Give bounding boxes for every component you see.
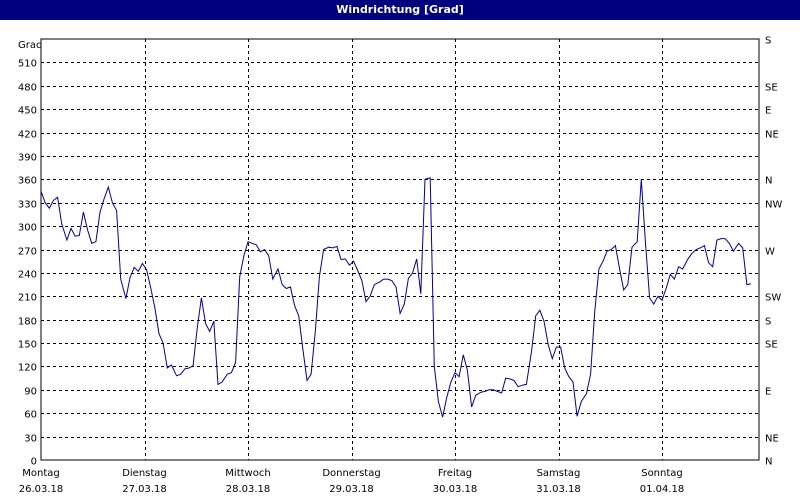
x-date-label: 30.03.18	[433, 484, 478, 495]
grid	[41, 39, 759, 460]
x-date-label: 28.03.18	[226, 484, 271, 495]
y-tick-label: 480	[18, 83, 37, 94]
x-day-label: Montag	[22, 468, 59, 479]
compass-tick-label: S	[765, 36, 771, 47]
plot-area	[40, 38, 760, 461]
x-date-label: 27.03.18	[122, 484, 167, 495]
x-axis: Montag 26.03.18 Dienstag 27.03.18 Mittwoch 28…	[19, 468, 685, 495]
compass-tick-label: S	[765, 317, 771, 328]
y-tick-label: 510	[18, 59, 37, 70]
compass-tick-label: SE	[765, 83, 778, 94]
y-tick-label: 180	[18, 317, 37, 328]
chart-title: Windrichtung [Grad]	[0, 0, 800, 20]
compass-tick-label: N	[765, 457, 772, 468]
y-tick-label: 450	[18, 106, 37, 117]
x-day-label: Donnerstag	[322, 468, 380, 479]
y-tick-label: 360	[18, 176, 37, 187]
series-group	[40, 177, 752, 418]
y-tick-label: 30	[24, 434, 37, 445]
compass-tick-label: NE	[765, 434, 779, 445]
right-axis: N NE E SE S SW W NW N NE E SE S	[765, 36, 782, 468]
y-tick-label: 0	[31, 457, 37, 468]
compass-tick-label: NW	[765, 200, 782, 211]
x-date-label: 29.03.18	[329, 484, 374, 495]
y-tick-label: 270	[18, 247, 37, 258]
wind-direction-line	[40, 177, 752, 418]
compass-tick-label: W	[765, 247, 775, 258]
x-day-label: Dienstag	[122, 468, 167, 479]
y-tick-label: 210	[18, 293, 37, 304]
y-tick-label: 240	[18, 270, 37, 281]
y-tick-label: 330	[18, 200, 37, 211]
x-day-label: Freitag	[438, 468, 472, 479]
y-tick-label: 120	[18, 363, 37, 374]
x-date-label: 01.04.18	[640, 484, 685, 495]
x-date-label: 31.03.18	[536, 484, 581, 495]
compass-tick-label: SW	[765, 293, 781, 304]
compass-tick-label: SE	[765, 340, 778, 351]
compass-tick-label: E	[765, 387, 771, 398]
x-day-label: Sonntag	[641, 468, 683, 479]
y-tick-label: 60	[24, 410, 37, 421]
x-date-label: 26.03.18	[19, 484, 64, 495]
y-tick-label: 390	[18, 153, 37, 164]
y-tick-label: 420	[18, 130, 37, 141]
y-axis-label: Grad	[18, 40, 42, 51]
compass-tick-label: N	[765, 176, 772, 187]
x-day-label: Samstag	[537, 468, 581, 479]
x-day-label: Mittwoch	[225, 468, 270, 479]
y-tick-label: 90	[24, 387, 37, 398]
compass-tick-label: NE	[765, 130, 779, 141]
y-tick-label: 300	[18, 223, 37, 234]
y-tick-label: 150	[18, 340, 37, 351]
compass-tick-label: E	[765, 106, 771, 117]
left-axis: 0 30 60 90 120 150 180 210 240 270 300 330 360 390 420…	[18, 59, 37, 468]
